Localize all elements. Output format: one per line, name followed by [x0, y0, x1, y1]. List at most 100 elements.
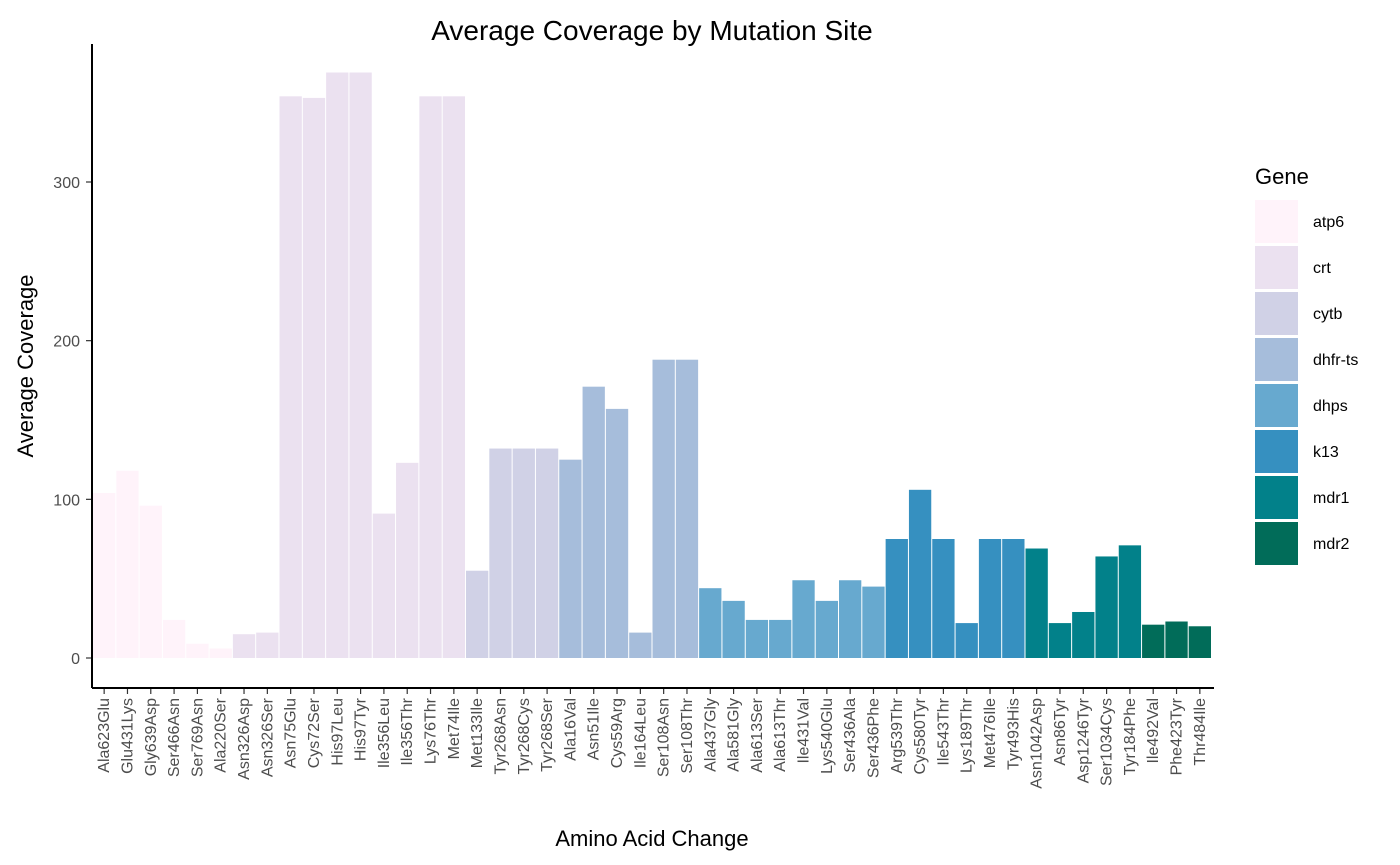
bar-Ser466Asn [162, 619, 186, 658]
chart-title: Average Coverage by Mutation Site [431, 15, 873, 46]
x-tick-label: Ile356Thr [399, 697, 416, 765]
bar-Arg539Thr [885, 539, 908, 658]
x-tick-label: Ile492Val [1145, 698, 1162, 764]
x-tick-label: Met133Ile [469, 698, 486, 768]
y-tick-label: 300 [53, 175, 80, 192]
legend-label-mdr1: mdr1 [1313, 490, 1350, 507]
x-axis-ticks: Ala623Glu Glu431Lys Gly639Asp Ser466Asn Ser7… [96, 689, 1209, 789]
x-tick-label: Ala581Gly [726, 698, 743, 772]
x-tick-label: Asn326Ser [259, 697, 276, 777]
legend-swatch-mdr1 [1255, 476, 1298, 519]
x-tick-label: Cys72Ser [306, 697, 323, 768]
bar-Ile543Thr [932, 539, 955, 658]
y-axis-title: Average Coverage [13, 274, 38, 457]
legend-label-cytb: cytb [1313, 306, 1342, 323]
x-tick-label: Ser466Asn [166, 698, 183, 777]
bar-Ala437Gly [699, 588, 722, 658]
bar-Ala581Gly [722, 600, 745, 658]
x-tick-label: Lys540Glu [819, 698, 836, 774]
bar-Thr484Ile [1188, 626, 1211, 658]
bar-Ser769Asn [186, 643, 209, 658]
x-tick-label: Ala437Gly [702, 698, 719, 772]
x-tick-label: Phe423Tyr [1169, 697, 1186, 775]
x-tick-label: Asn1042Asp [1029, 698, 1046, 789]
x-tick-label: Asn326Asp [236, 698, 253, 780]
bar-Lys540Glu [815, 600, 838, 658]
legend-label-k13: k13 [1313, 444, 1339, 461]
y-tick-label: 0 [71, 651, 80, 668]
bar-Tyr268Cys [512, 448, 535, 658]
bar-Asn326Ser [256, 632, 279, 658]
legend-swatch-mdr2 [1255, 522, 1298, 565]
x-tick-label: Ala16Val [562, 698, 579, 761]
bar-Ile492Val [1142, 624, 1165, 658]
x-tick-label: Ile431Val [796, 698, 813, 764]
bar-Ser436Ala [839, 580, 862, 658]
legend-label-crt: crt [1313, 260, 1331, 277]
x-tick-label: Ile356Leu [376, 698, 393, 768]
y-axis-ticks: 0 100 200 300 [53, 175, 91, 668]
x-tick-label: Ala623Glu [96, 698, 113, 773]
bar-Lys189Thr [955, 623, 978, 658]
bar-Asn326Asp [232, 634, 256, 658]
x-tick-label: Lys189Thr [959, 697, 976, 773]
x-tick-label: Ser108Asn [656, 698, 673, 777]
x-tick-label: Cys59Arg [609, 698, 626, 768]
bar-Ser108Thr [675, 359, 699, 658]
bars-group [93, 72, 1211, 658]
bar-Ile356Thr [396, 462, 419, 658]
bar-Lys76Thr [419, 96, 442, 658]
legend-title: Gene [1255, 164, 1309, 189]
x-tick-label: His97Leu [329, 698, 346, 766]
legend-swatch-dhps [1255, 384, 1298, 427]
x-tick-label: Tyr268Cys [516, 698, 533, 774]
bar-Ala220Ser [209, 648, 232, 658]
bar-Gly639Asp [139, 505, 162, 658]
bar-Met74Ile [442, 96, 465, 658]
legend: Gene atp6 crt cytb dhfr-ts dhps k13 mdr1 mdr2 [1255, 164, 1358, 565]
x-tick-label: His97Tyr [353, 697, 370, 761]
x-tick-label: Ser436Ala [842, 698, 859, 773]
bar-Tyr268Asn [489, 448, 512, 658]
bar-Met133Ile [466, 570, 489, 658]
x-tick-label: Thr484Ile [1192, 698, 1209, 766]
bar-Ala613Thr [769, 619, 792, 658]
x-tick-label: Ala613Ser [749, 697, 766, 772]
bar-Cys72Ser [302, 97, 326, 658]
x-tick-label: Ala220Ser [213, 697, 230, 772]
x-tick-label: Ile164Leu [632, 698, 649, 768]
x-tick-label: Asn86Tyr [1052, 697, 1069, 765]
x-tick-label: Tyr268Asn [492, 698, 509, 774]
x-tick-label: Ser1034Cys [1099, 698, 1116, 786]
bar-Asn1042Asp [1025, 548, 1048, 658]
x-tick-label: Tyr184Phe [1122, 698, 1139, 775]
x-tick-label: Met476Ile [982, 698, 999, 768]
x-tick-label: Glu431Lys [119, 698, 136, 774]
bar-His97Tyr [349, 72, 372, 658]
x-tick-label: Ser436Phe [865, 698, 882, 778]
legend-swatch-dhfr-ts [1255, 338, 1298, 381]
x-tick-label: Ser769Asn [189, 698, 206, 777]
bar-Ser1034Cys [1095, 556, 1118, 658]
bar-Ala613Ser [745, 619, 769, 658]
x-tick-label: Ile543Thr [935, 697, 952, 765]
legend-label-mdr2: mdr2 [1313, 536, 1350, 553]
bar-Ser108Asn [652, 359, 675, 658]
x-axis-title: Amino Acid Change [555, 826, 748, 851]
x-tick-label: Asp1246Tyr [1075, 697, 1092, 783]
bar-Tyr493His [1002, 539, 1025, 658]
x-tick-label: Met74Ile [446, 698, 463, 759]
bar-Ser436Phe [862, 586, 885, 658]
x-tick-label: Ala613Thr [772, 697, 789, 771]
x-tick-label: Arg539Thr [889, 697, 906, 773]
bar-Cys59Arg [605, 408, 629, 658]
bar-Asp1246Tyr [1072, 611, 1095, 658]
y-tick-label: 100 [53, 492, 80, 509]
x-tick-label: Lys76Thr [423, 697, 440, 764]
x-tick-label: Tyr493His [1005, 698, 1022, 770]
bar-Ile356Leu [372, 513, 396, 658]
x-tick-label: Tyr268Ser [539, 697, 556, 771]
bar-Ala16Val [559, 459, 582, 658]
x-tick-label: Gly639Asp [143, 698, 160, 776]
legend-swatch-cytb [1255, 292, 1298, 335]
